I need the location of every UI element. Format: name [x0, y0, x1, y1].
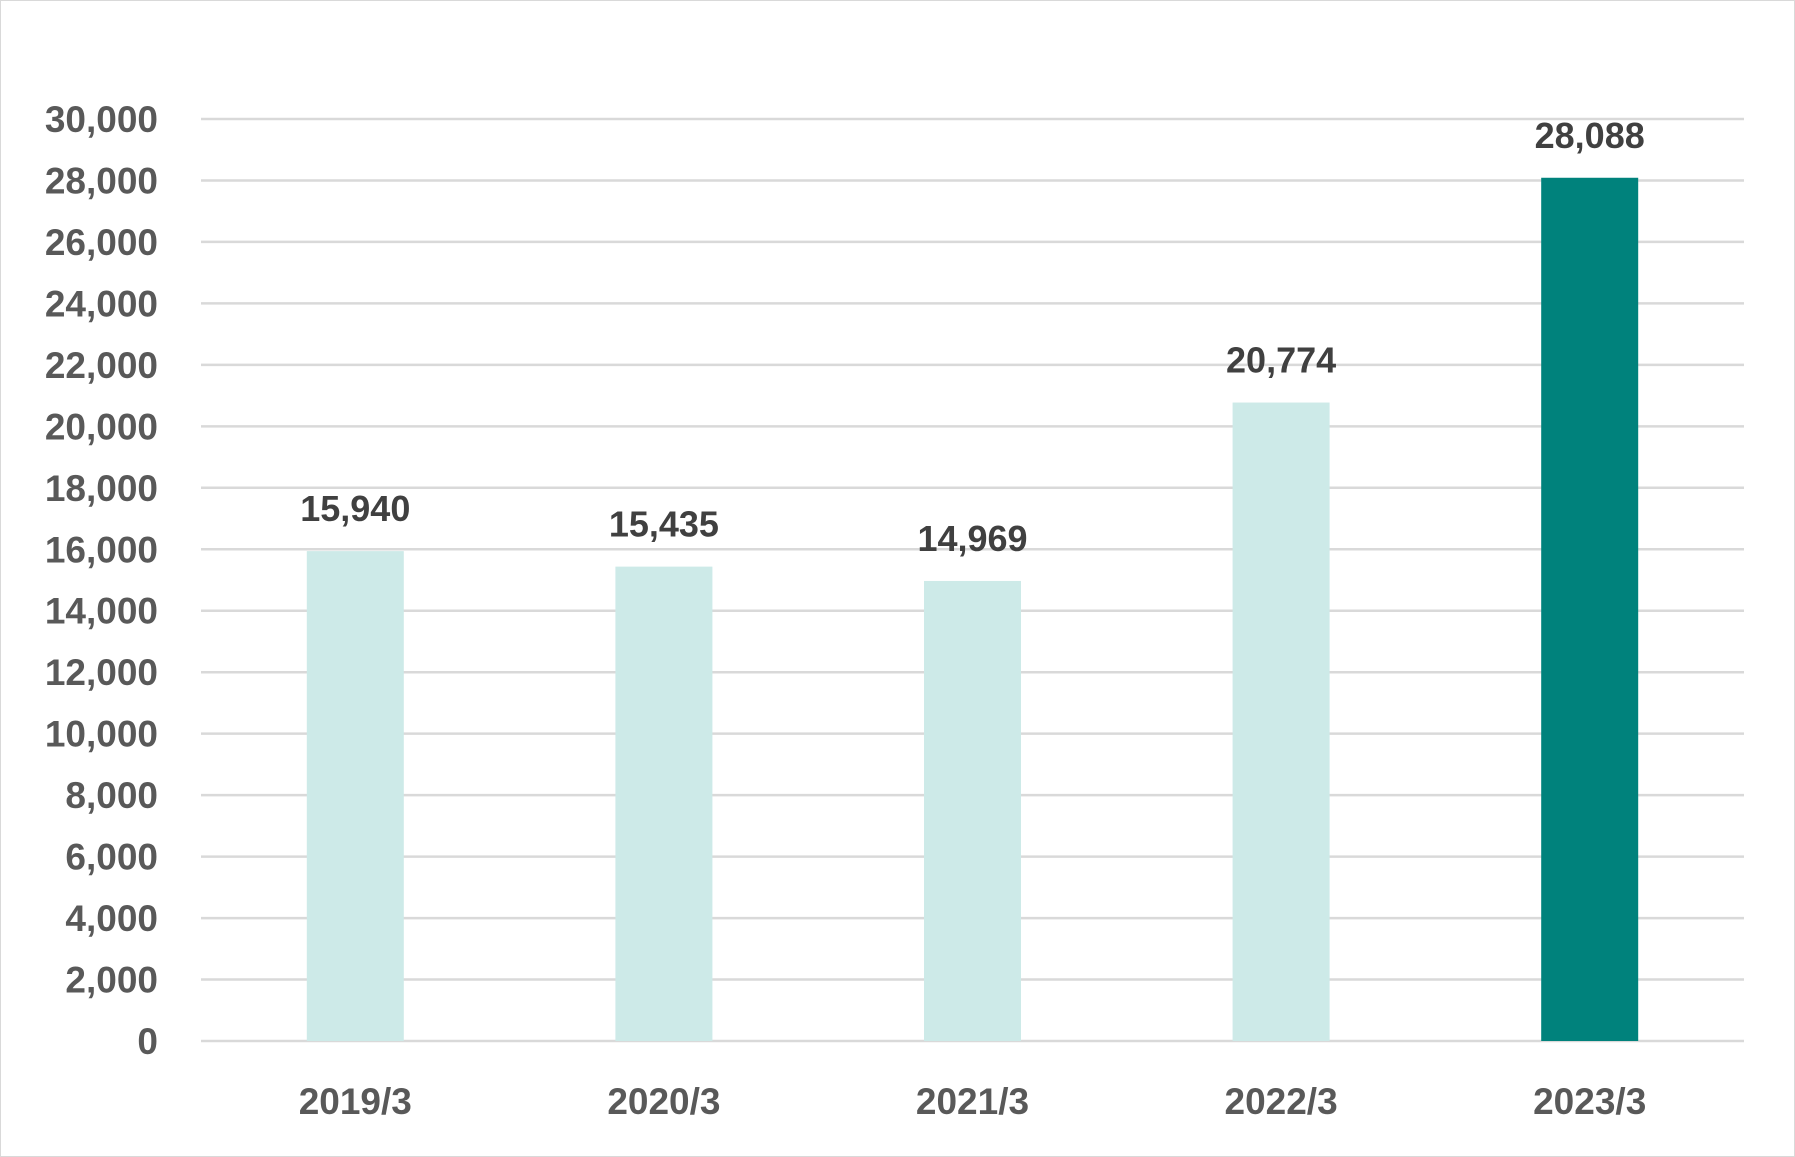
bar-2022/3 [1232, 402, 1330, 1041]
y-tick-label: 0 [137, 1021, 158, 1062]
y-tick-label: 18,000 [45, 468, 158, 509]
bar-2021/3 [924, 580, 1021, 1041]
bar-2020/3 [615, 566, 713, 1041]
data-label: 14,969 [917, 518, 1027, 559]
x-tick-label: 2020/3 [607, 1081, 720, 1122]
y-tick-label: 2,000 [65, 960, 158, 1001]
data-label: 15,940 [300, 488, 410, 529]
y-tick-label: 26,000 [45, 222, 158, 263]
x-tick-label: 2023/3 [1533, 1081, 1646, 1122]
y-tick-label: 10,000 [45, 714, 158, 755]
y-tick-label: 16,000 [45, 529, 158, 570]
data-label: 20,774 [1226, 340, 1336, 381]
y-tick-label: 24,000 [45, 283, 158, 324]
y-tick-label: 30,000 [45, 99, 158, 140]
bars [306, 177, 1639, 1041]
x-tick-label: 2022/3 [1225, 1081, 1338, 1122]
y-tick-label: 28,000 [45, 160, 158, 201]
y-tick-label: 14,000 [45, 591, 158, 632]
gridlines [201, 117, 1744, 1043]
data-label: 15,435 [609, 504, 719, 545]
data-label: 28,088 [1535, 115, 1645, 156]
y-tick-label: 8,000 [65, 775, 158, 816]
y-tick-label: 20,000 [45, 406, 158, 447]
x-tick-label: 2021/3 [916, 1081, 1029, 1122]
x-axis-tick-labels: 2019/3 2020/3 2021/3 2022/3 2023/3 [299, 1081, 1647, 1122]
x-tick-label: 2019/3 [299, 1081, 412, 1122]
data-labels: 15,940 15,435 14,969 20,774 28,088 [300, 115, 1645, 559]
bar-2023/3 [1541, 177, 1639, 1041]
y-tick-label: 12,000 [45, 652, 158, 693]
y-tick-label: 22,000 [45, 345, 158, 386]
y-axis-tick-labels: 0 2,000 4,000 6,000 8,000 10,000 12,000 14,000 1… [45, 99, 158, 1062]
y-tick-label: 6,000 [65, 837, 158, 878]
bar-2019/3 [306, 551, 404, 1041]
y-tick-label: 4,000 [65, 898, 158, 939]
